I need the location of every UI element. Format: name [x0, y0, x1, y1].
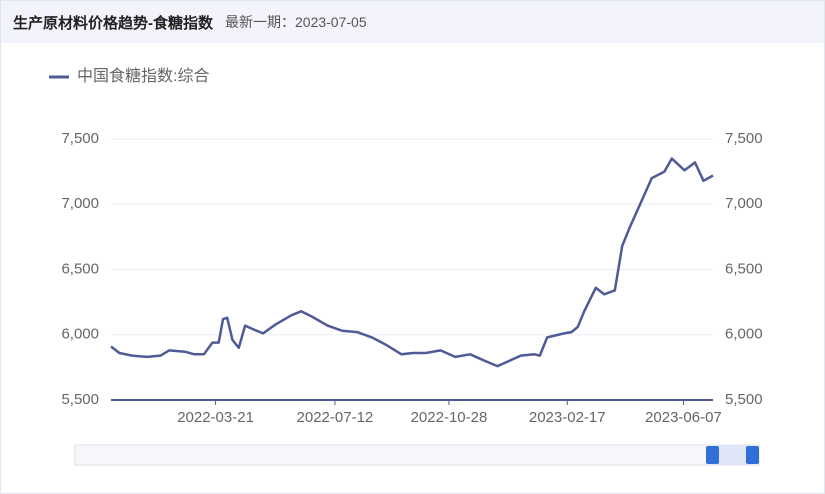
y-tick-label: 6,500	[61, 260, 99, 277]
x-tick-label: 2022-10-28	[411, 409, 488, 426]
chart-subtitle: 最新一期：2023-07-05	[225, 14, 367, 30]
y-tick-label: 5,500	[61, 391, 99, 408]
slider-track	[74, 444, 760, 466]
chart-title: 生产原材料价格趋势-食糖指数	[13, 14, 213, 32]
slider-handle[interactable]	[746, 446, 759, 464]
y-tick-label: 7,000	[61, 195, 99, 212]
y-tick-label-right: 6,000	[725, 326, 763, 343]
y-tick-label-right: 7,500	[725, 130, 763, 147]
x-tick-label: 2022-03-21	[177, 409, 254, 426]
header: 生产原材料价格趋势-食糖指数 最新一期：2023-07-05	[1, 1, 824, 43]
y-tick-label-right: 5,500	[725, 391, 763, 408]
slider-window[interactable]	[713, 445, 753, 465]
x-tick-label: 2023-06-07	[645, 409, 722, 426]
chart: 5,500 5,500 6,000 6,000 6,500 6,500 7,000 7,000…	[49, 67, 763, 466]
y-tick-label: 6,000	[61, 326, 99, 343]
slider-handle[interactable]	[706, 446, 719, 464]
y-tick-label-right: 6,500	[725, 260, 763, 277]
y-tick-label-right: 7,000	[725, 195, 763, 212]
x-tick-label: 2022-07-12	[297, 409, 374, 426]
legend-label: 中国食糖指数:综合	[77, 67, 209, 85]
zoom-slider	[74, 444, 760, 466]
y-tick-label: 7,500	[61, 130, 99, 147]
x-tick-label: 2023-02-17	[529, 409, 606, 426]
series-line	[110, 157, 714, 368]
